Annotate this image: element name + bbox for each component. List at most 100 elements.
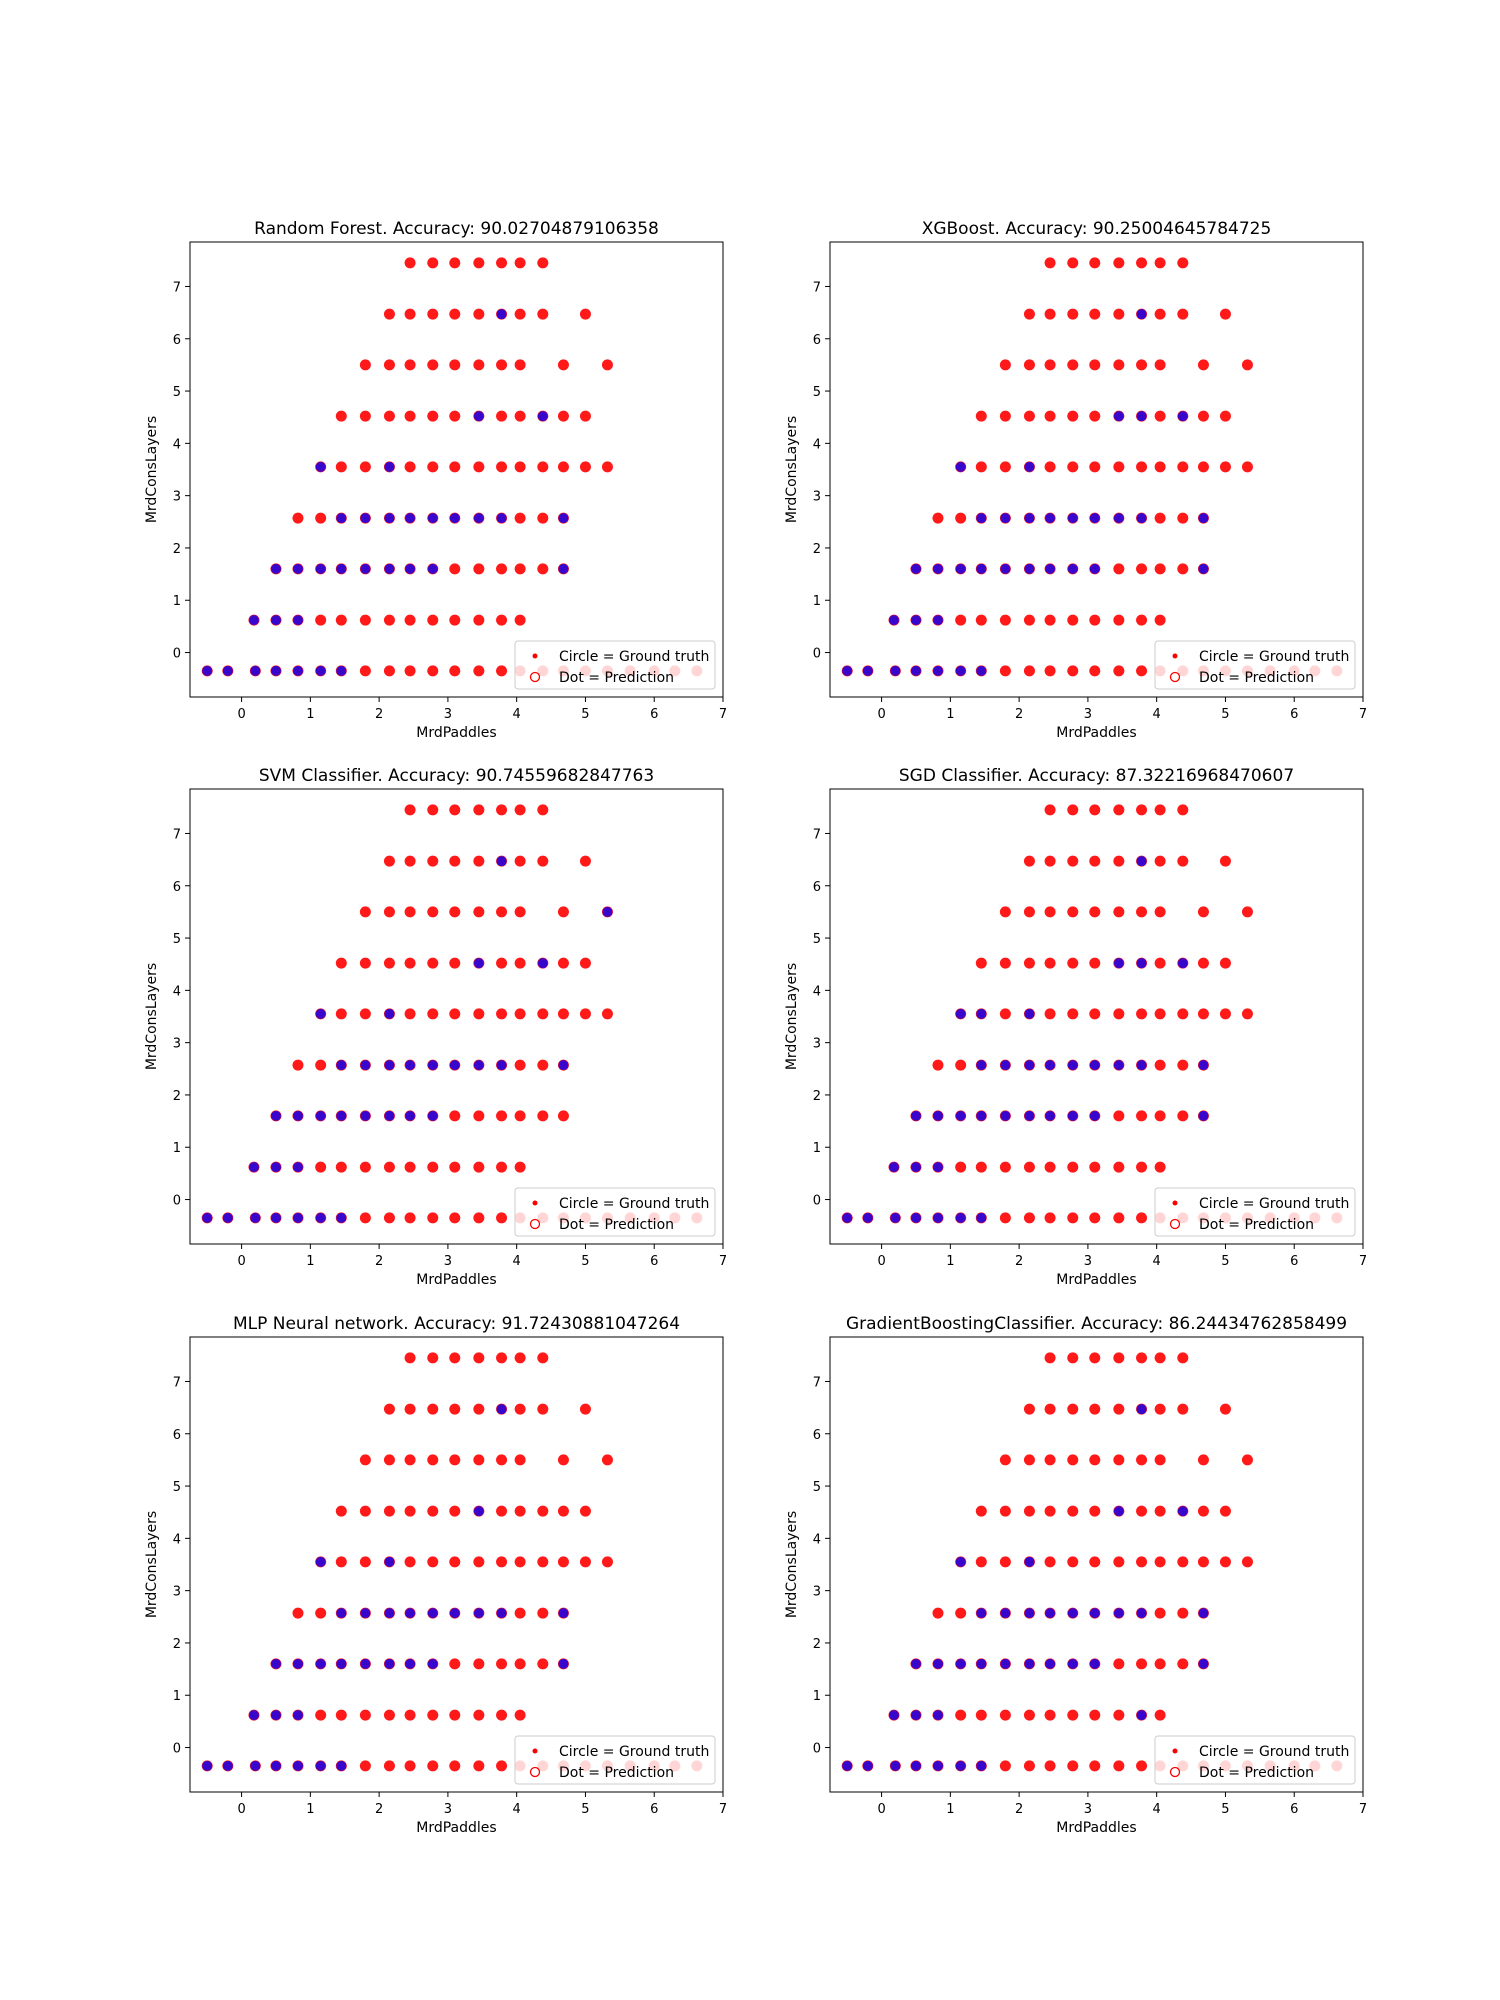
ground-truth-point xyxy=(1136,359,1148,371)
ground-truth-point xyxy=(496,614,508,626)
x-tick-label: 0 xyxy=(877,707,885,722)
x-tick-label: 6 xyxy=(650,707,658,722)
ground-truth-point xyxy=(1089,410,1101,422)
x-tick-label: 2 xyxy=(1015,1802,1023,1817)
ground-truth-point xyxy=(514,512,526,524)
prediction-point xyxy=(955,1110,966,1121)
prediction-point xyxy=(496,513,507,524)
ground-truth-point xyxy=(404,1352,416,1364)
ground-truth-point xyxy=(1067,1454,1079,1466)
prediction-point xyxy=(384,1008,395,1019)
prediction-point xyxy=(270,665,281,676)
ground-truth-point xyxy=(1044,359,1056,371)
x-tick-label: 5 xyxy=(581,707,589,722)
ground-truth-point xyxy=(514,614,526,626)
legend-box xyxy=(1154,1187,1356,1237)
ground-truth-point xyxy=(537,1658,549,1670)
prediction-point xyxy=(1067,1658,1078,1669)
ground-truth-point xyxy=(1136,1556,1148,1568)
ground-truth-point xyxy=(1023,1454,1035,1466)
ground-truth-point xyxy=(557,1008,569,1020)
ground-truth-point xyxy=(1197,1556,1209,1568)
prediction-point xyxy=(1113,958,1124,969)
prediction-point xyxy=(910,615,921,626)
ground-truth-point xyxy=(537,308,549,320)
ground-truth-point xyxy=(449,855,461,867)
prediction-point xyxy=(976,1760,987,1771)
ground-truth-point xyxy=(449,1110,461,1122)
ground-truth-point xyxy=(1023,359,1035,371)
prediction-point xyxy=(1136,411,1147,422)
ground-truth-point xyxy=(975,461,987,473)
scatter-panel-4: SGD Classifier. Accuracy: 87.32216968470… xyxy=(784,766,1367,1288)
ground-truth-point xyxy=(427,1403,439,1415)
prediction-point xyxy=(932,1760,943,1771)
ground-truth-point xyxy=(404,257,416,269)
prediction-point xyxy=(1113,1506,1124,1517)
y-tick-label: 5 xyxy=(813,385,821,400)
ground-truth-point xyxy=(1067,308,1079,320)
ground-truth-point xyxy=(1044,855,1056,867)
ground-truth-point xyxy=(1044,461,1056,473)
prediction-point xyxy=(473,1608,484,1619)
ground-truth-point xyxy=(473,1403,485,1415)
x-tick-label: 6 xyxy=(1290,707,1298,722)
ground-truth-point xyxy=(404,906,416,918)
ground-truth-point xyxy=(537,1352,549,1364)
prediction-point xyxy=(496,1608,507,1619)
prediction-point xyxy=(315,1212,326,1223)
ground-truth-point xyxy=(1023,1760,1035,1772)
prediction-point xyxy=(558,1608,569,1619)
ground-truth-point xyxy=(999,1505,1011,1517)
prediction-point xyxy=(1024,1556,1035,1567)
y-tick-label: 2 xyxy=(813,542,821,557)
prediction-point xyxy=(449,1608,460,1619)
y-tick-label: 2 xyxy=(173,542,181,557)
ground-truth-point xyxy=(292,1059,304,1071)
ground-truth-point xyxy=(496,1760,508,1772)
ground-truth-point xyxy=(359,1556,371,1568)
y-tick-label: 4 xyxy=(173,437,181,452)
ground-truth-point xyxy=(999,957,1011,969)
prediction-point xyxy=(976,1212,987,1223)
ground-truth-point xyxy=(1067,855,1079,867)
prediction-point xyxy=(384,1658,395,1669)
ground-truth-point xyxy=(404,308,416,320)
ground-truth-point xyxy=(473,1658,485,1670)
ground-truth-point xyxy=(427,855,439,867)
ground-truth-point xyxy=(514,1556,526,1568)
x-tick-label: 4 xyxy=(1153,1802,1161,1817)
prediction-point xyxy=(473,411,484,422)
ground-truth-point xyxy=(955,1161,967,1173)
ground-truth-point xyxy=(579,957,591,969)
ground-truth-point xyxy=(1154,906,1166,918)
ground-truth-point xyxy=(1154,614,1166,626)
prediction-point xyxy=(932,665,943,676)
ground-truth-point xyxy=(473,308,485,320)
ground-truth-point xyxy=(359,410,371,422)
ground-truth-point xyxy=(1136,1454,1148,1466)
ground-truth-point xyxy=(514,1658,526,1670)
ground-truth-point xyxy=(999,614,1011,626)
ground-truth-point xyxy=(1044,957,1056,969)
prediction-point xyxy=(1136,513,1147,524)
ground-truth-point xyxy=(1177,1556,1189,1568)
y-axis-label: MrdConsLayers xyxy=(144,1511,160,1618)
prediction-point xyxy=(222,1760,233,1771)
ground-truth-point xyxy=(537,855,549,867)
y-tick-label: 7 xyxy=(173,827,181,842)
prediction-point xyxy=(1045,563,1056,574)
prediction-point xyxy=(270,1162,281,1173)
ground-truth-point xyxy=(404,1212,416,1224)
ground-truth-point xyxy=(404,1760,416,1772)
prediction-point xyxy=(473,513,484,524)
prediction-point xyxy=(336,1608,347,1619)
ground-truth-point xyxy=(1067,1352,1079,1364)
x-tick-label: 7 xyxy=(1359,1802,1367,1817)
ground-truth-point xyxy=(975,410,987,422)
ground-truth-point xyxy=(1219,1403,1231,1415)
ground-truth-point xyxy=(1023,855,1035,867)
ground-truth-point xyxy=(335,1008,347,1020)
prediction-point xyxy=(360,563,371,574)
prediction-point xyxy=(955,1212,966,1223)
